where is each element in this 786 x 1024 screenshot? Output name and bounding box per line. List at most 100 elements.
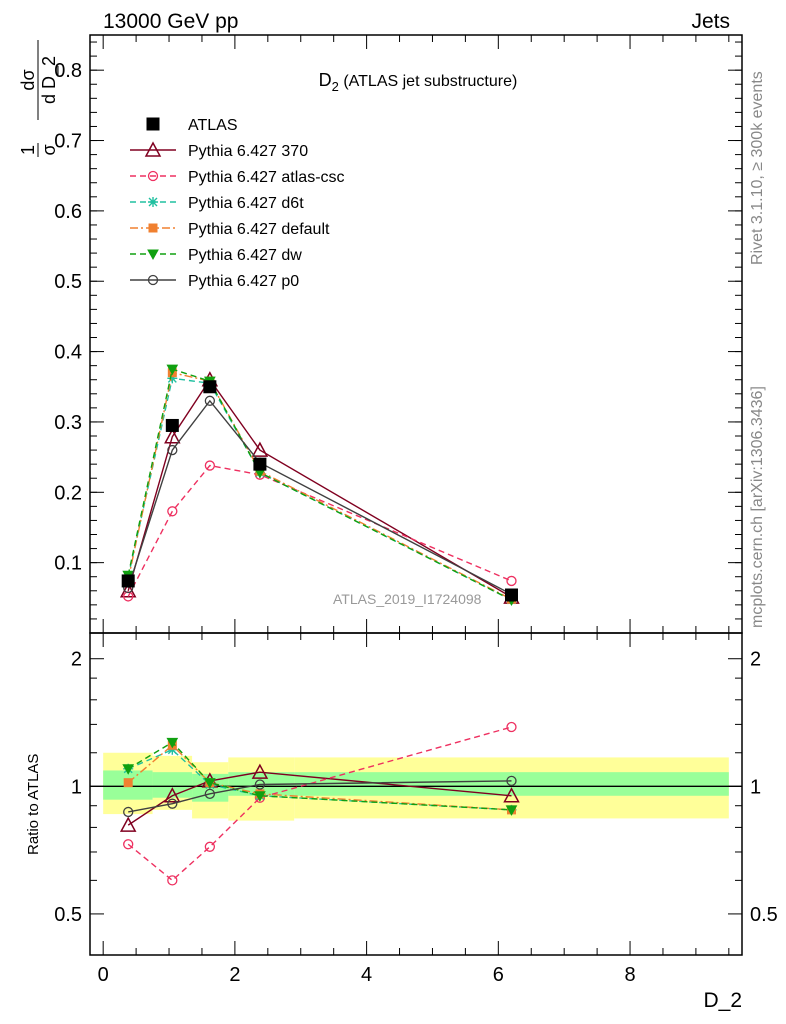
ratio-series <box>119 721 520 886</box>
point-atlascsc <box>204 841 216 852</box>
point-dw <box>254 791 266 802</box>
legend-label-dw: Pythia 6.427 dw <box>188 247 302 264</box>
ylabel-frac2-num: dσ <box>18 69 38 90</box>
ratio-ytick-label-left: 2 <box>71 649 82 671</box>
ylabel-frac1-den: σ <box>39 144 59 155</box>
point-p370 <box>164 787 181 803</box>
point-dw <box>166 737 179 749</box>
main-title: D2 (ATLAS jet substructure) <box>319 70 518 94</box>
ratio-ytick-label-right: 0.5 <box>750 904 778 926</box>
main-title-d: D <box>319 70 332 90</box>
legend-label-d6t: Pythia 6.427 d6t <box>188 195 304 212</box>
legend-label-default: Pythia 6.427 default <box>188 221 330 238</box>
ratio-xtick-label: 0 <box>98 964 109 986</box>
main-ytick-label: 0.7 <box>54 131 82 153</box>
main-ytick-label: 0.5 <box>54 271 82 293</box>
main-ytick-label: 0.3 <box>54 412 82 434</box>
series-atlascsc <box>123 721 517 886</box>
legend-marker-default <box>148 223 158 233</box>
point-atlascsc <box>167 875 178 886</box>
point-p370 <box>251 441 269 457</box>
legend-entry-atlas: ATLAS <box>146 117 238 134</box>
point-p370 <box>503 787 520 803</box>
main-y-ticks: 0.1 0.2 0.3 0.4 0.5 0.6 0.7 0.8 <box>54 41 742 620</box>
ratio-x-ticks: 0 2 4 6 8 <box>98 633 730 986</box>
point-atlascsc <box>167 506 178 517</box>
legend: ATLAS Pythia 6.427 370 Pythia 6.427 atlas-… <box>130 117 345 290</box>
header-right: Jets <box>691 10 730 33</box>
series-line-p0 <box>128 780 512 813</box>
main-ytick-label: 0.6 <box>54 201 82 223</box>
point-p0 <box>204 395 216 406</box>
point-atlas <box>203 380 217 394</box>
ratio-xtick-label: 6 <box>493 964 504 986</box>
main-y-label: 1 σ dσ d D_2 <box>18 40 60 157</box>
point-atlascsc <box>123 839 134 850</box>
series-line-atlascsc <box>127 464 512 597</box>
point-atlas <box>121 574 135 588</box>
mcplots-label: mcplots.cern.ch [arXiv:1306.3436] <box>749 386 766 628</box>
series-default <box>123 368 516 604</box>
point-d6t <box>167 373 178 384</box>
legend-entry-dw: Pythia 6.427 dw <box>130 247 302 264</box>
legend-marker-atlascsc <box>147 170 159 182</box>
legend-label-atlascsc: Pythia 6.427 atlas-csc <box>188 169 345 186</box>
series-line-dw <box>127 741 512 811</box>
ratio-band-inner <box>294 772 729 796</box>
legend-label-p0: Pythia 6.427 p0 <box>188 273 299 290</box>
point-default <box>123 778 133 788</box>
legend-entry-d6t: Pythia 6.427 d6t <box>130 195 304 212</box>
point-atlascsc <box>506 721 517 733</box>
series-atlas <box>121 380 518 602</box>
point-p370 <box>251 763 269 779</box>
rivet-label: Rivet 3.1.10, ≥ 300k events <box>749 71 766 265</box>
point-p370 <box>119 816 137 832</box>
series-d6t <box>123 373 517 605</box>
point-dw <box>505 805 518 816</box>
series-line-d6t <box>127 377 512 601</box>
legend-entry-atlascsc: Pythia 6.427 atlas-csc <box>130 169 345 186</box>
legend-entry-p370: Pythia 6.427 370 <box>130 141 308 160</box>
ylabel-frac1-num: 1 <box>18 145 38 155</box>
point-atlascsc <box>204 460 216 471</box>
x-axis-label: D_2 <box>703 989 742 1012</box>
point-p0 <box>204 788 216 799</box>
main-ytick-label: 0.1 <box>54 553 82 575</box>
main-ytick-label: 0.8 <box>54 60 82 82</box>
point-dw <box>122 764 135 775</box>
main-panel: 0.1 0.2 0.3 0.4 0.5 0.6 0.7 0.8 D2 (ATLAS jet s… <box>54 34 743 634</box>
point-p0 <box>167 444 178 456</box>
ratio-ytick-label-right: 1 <box>750 776 761 798</box>
main-title-rest: (ATLAS jet substructure) <box>339 73 517 90</box>
point-p0 <box>506 775 517 787</box>
ratio-xtick-label: 4 <box>361 964 372 986</box>
ratio-ytick-label-left: 1 <box>71 776 82 798</box>
point-dw <box>204 778 216 789</box>
ratio-panel: 0.5 0.5 1 1 2 2 0 2 4 6 8 <box>54 632 778 986</box>
legend-marker-p370 <box>144 141 162 157</box>
ylabel-frac2-den: d D_2 <box>39 56 60 104</box>
ratio-xtick-label: 2 <box>229 964 240 986</box>
legend-entry-default: Pythia 6.427 default <box>130 221 330 238</box>
ratio-ytick-label-left: 0.5 <box>54 904 82 926</box>
legend-marker-atlas <box>146 117 160 131</box>
legend-label-p370: Pythia 6.427 370 <box>188 143 308 160</box>
point-dw <box>166 364 179 376</box>
main-ytick-label: 0.4 <box>54 342 82 364</box>
ratio-ytick-label-right: 2 <box>750 649 761 671</box>
watermark: ATLAS_2019_I1724098 <box>333 591 482 607</box>
series-line-default <box>127 371 512 600</box>
legend-marker-d6t <box>148 197 158 207</box>
ratio-y-ticks: 0.5 0.5 1 1 2 2 <box>54 649 778 926</box>
series-line-default <box>127 744 512 811</box>
main-title-sub: 2 <box>332 79 339 94</box>
point-atlas <box>165 418 179 432</box>
point-p0 <box>123 806 134 818</box>
series-p370 <box>119 371 520 604</box>
legend-marker-dw <box>147 249 159 261</box>
legend-entry-p0: Pythia 6.427 p0 <box>130 273 299 290</box>
ratio-panel-frame <box>89 632 743 956</box>
ratio-bands <box>90 752 742 821</box>
series-line-atlascsc <box>127 726 512 882</box>
